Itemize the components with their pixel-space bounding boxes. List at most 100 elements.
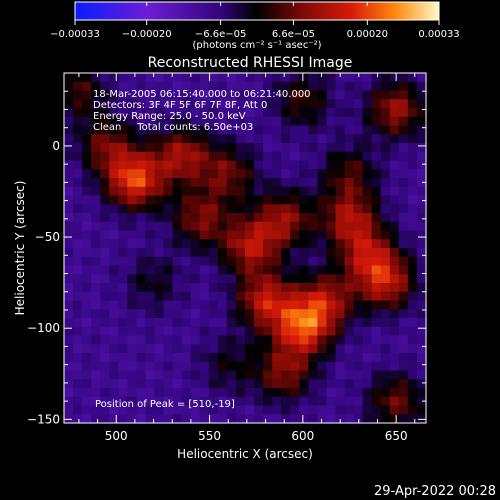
heatmap-cell bbox=[190, 151, 201, 162]
heatmap-cell bbox=[100, 370, 110, 380]
heatmap-cell bbox=[217, 248, 228, 258]
heatmap-cell bbox=[380, 361, 391, 372]
heatmap-cell bbox=[163, 309, 174, 319]
heatmap-cell bbox=[235, 230, 246, 240]
heatmap-cell bbox=[208, 213, 219, 223]
heatmap-cell bbox=[100, 388, 110, 398]
heatmap-cell bbox=[199, 213, 210, 223]
heatmap-cell bbox=[64, 318, 74, 328]
heatmap-cell bbox=[73, 414, 83, 424]
heatmap-cell bbox=[91, 256, 101, 267]
heatmap-cell bbox=[127, 213, 137, 223]
heatmap-cell bbox=[398, 204, 409, 214]
heatmap-cell bbox=[398, 186, 409, 197]
heatmap-cell bbox=[217, 213, 228, 223]
heatmap-cell bbox=[344, 221, 355, 232]
heatmap-cell bbox=[127, 221, 137, 232]
heatmap-cell bbox=[344, 230, 355, 240]
heatmap-cell bbox=[254, 143, 264, 153]
heatmap-cell bbox=[163, 283, 174, 293]
heatmap-cell bbox=[407, 388, 418, 398]
heatmap-cell bbox=[154, 388, 165, 398]
heatmap-cell bbox=[109, 353, 119, 363]
heatmap-cell bbox=[163, 73, 174, 83]
heatmap-cell bbox=[281, 239, 291, 249]
heatmap-cell bbox=[73, 344, 83, 354]
heatmap-cell bbox=[281, 213, 291, 223]
heatmap-cell bbox=[163, 248, 174, 258]
heatmap-cell bbox=[290, 204, 300, 214]
heatmap-cell bbox=[226, 388, 237, 398]
heatmap-cell bbox=[344, 396, 355, 407]
heatmap-cell bbox=[389, 344, 400, 354]
heatmap-cell bbox=[254, 370, 264, 380]
heatmap-cell bbox=[190, 353, 201, 363]
heatmap-cell bbox=[326, 178, 337, 188]
heatmap-cell bbox=[217, 143, 228, 153]
heatmap-cell bbox=[190, 256, 201, 267]
heatmap-cell bbox=[91, 99, 101, 109]
heatmap-cell bbox=[326, 379, 337, 389]
heatmap-cell bbox=[235, 283, 246, 293]
heatmap-cell bbox=[226, 213, 237, 223]
heatmap-cell bbox=[136, 221, 147, 232]
heatmap-cell bbox=[290, 248, 300, 258]
heatmap-cell bbox=[73, 125, 83, 135]
heatmap-cell bbox=[389, 143, 400, 153]
heatmap-cell bbox=[263, 309, 273, 319]
heatmap-cell bbox=[82, 108, 92, 118]
heatmap-cell bbox=[100, 160, 110, 170]
heatmap-cell bbox=[217, 265, 228, 275]
heatmap-cell bbox=[416, 300, 427, 310]
heatmap-cell bbox=[254, 361, 264, 372]
heatmap-cell bbox=[181, 344, 192, 354]
heatmap-cell bbox=[100, 318, 110, 328]
heatmap-cell bbox=[199, 195, 210, 205]
heatmap-cell bbox=[208, 291, 219, 302]
heatmap-cell bbox=[371, 99, 382, 109]
heatmap-cell bbox=[380, 125, 391, 135]
heatmap-cell bbox=[181, 326, 192, 337]
heatmap-cell bbox=[263, 291, 273, 302]
heatmap-cell bbox=[335, 388, 346, 398]
heatmap-cell bbox=[353, 134, 364, 144]
heatmap-cell bbox=[163, 213, 174, 223]
heatmap-cell bbox=[290, 256, 300, 267]
heatmap-cell bbox=[136, 116, 147, 127]
heatmap-cell bbox=[407, 204, 418, 214]
heatmap-cell bbox=[326, 326, 337, 337]
heatmap-cell bbox=[416, 326, 427, 337]
heatmap-cell bbox=[263, 143, 273, 153]
heatmap-cell bbox=[344, 274, 355, 284]
heatmap-cell bbox=[362, 204, 373, 214]
heatmap-cell bbox=[217, 274, 228, 284]
heatmap-cell bbox=[245, 178, 255, 188]
heatmap-cell bbox=[290, 230, 300, 240]
heatmap-cell bbox=[127, 230, 137, 240]
heatmap-cell bbox=[389, 160, 400, 170]
heatmap-cell bbox=[199, 370, 210, 380]
heatmap-cell bbox=[100, 151, 110, 162]
heatmap-cell bbox=[235, 99, 246, 109]
heatmap-cell bbox=[299, 195, 309, 205]
heatmap-cell bbox=[398, 143, 409, 153]
heatmap-cell bbox=[245, 379, 255, 389]
heatmap-cell bbox=[290, 361, 300, 372]
heatmap-cell bbox=[254, 283, 264, 293]
heatmap-cell bbox=[64, 370, 74, 380]
heatmap-cell bbox=[190, 134, 201, 144]
heatmap-cell bbox=[371, 213, 382, 223]
heatmap-cell bbox=[407, 283, 418, 293]
heatmap-cell bbox=[353, 213, 364, 223]
heatmap-cell bbox=[344, 239, 355, 249]
heatmap-cell bbox=[344, 99, 355, 109]
heatmap-cell bbox=[344, 186, 355, 197]
heatmap-cell bbox=[190, 274, 201, 284]
heatmap-cell bbox=[136, 405, 147, 415]
heatmap-cell bbox=[235, 204, 246, 214]
heatmap-cell bbox=[272, 405, 282, 415]
heatmap-cell bbox=[407, 300, 418, 310]
heatmap-cell bbox=[416, 361, 427, 372]
heatmap-cell bbox=[317, 90, 328, 100]
heatmap-cell bbox=[226, 265, 237, 275]
